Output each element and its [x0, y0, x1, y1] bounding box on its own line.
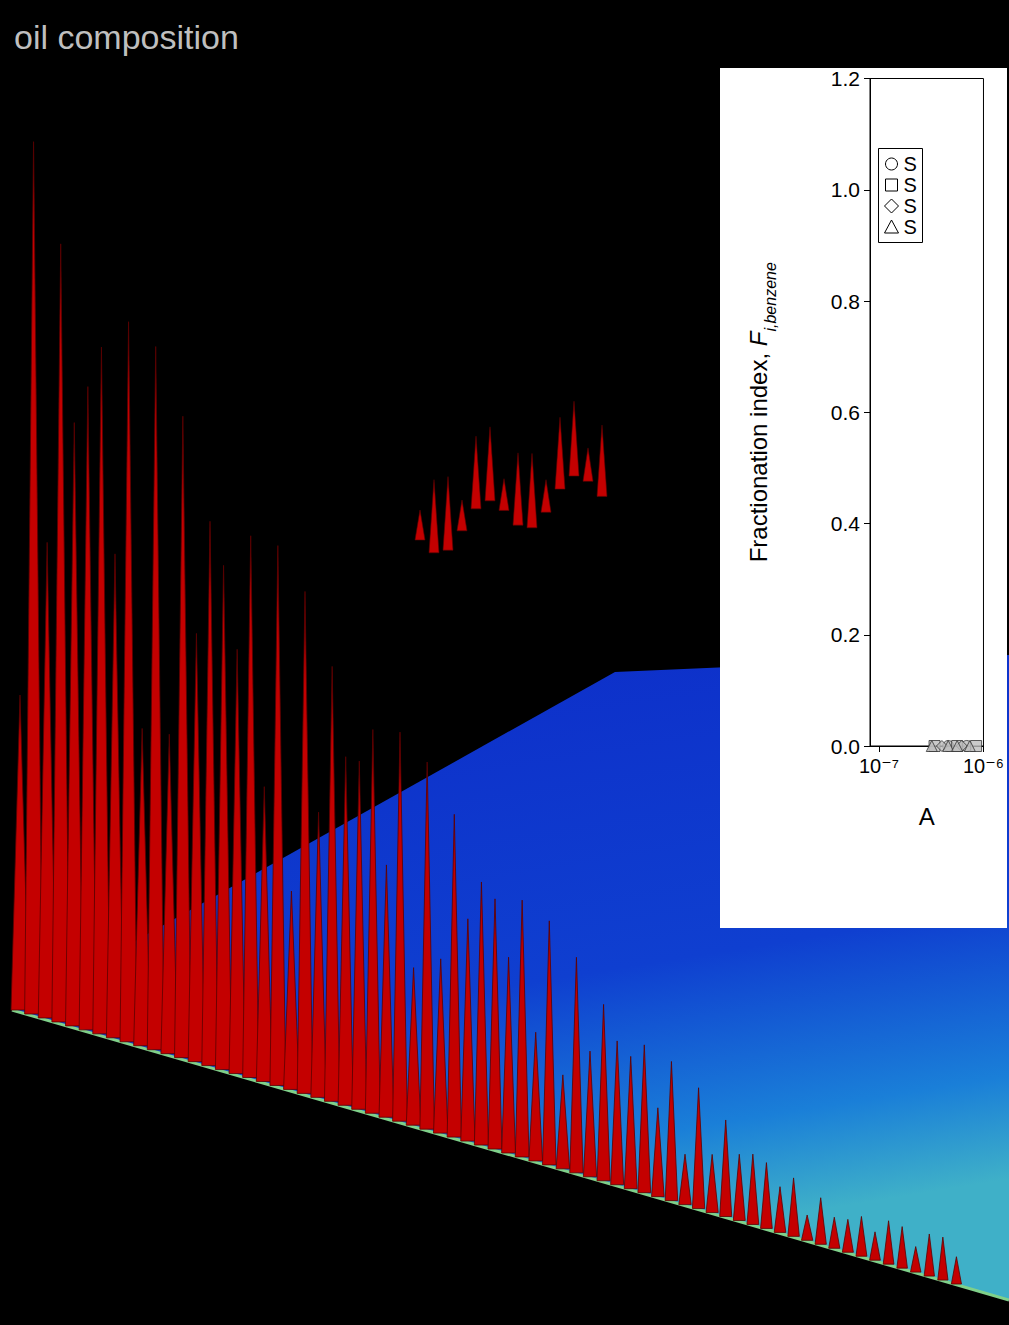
html-text:oil composition: oil composition: [14, 18, 239, 56]
svg-text:0.2: 0.2: [831, 623, 860, 646]
svg-text:A: A: [919, 803, 935, 830]
svg-text:F: F: [745, 330, 772, 346]
svg-text:0.6: 0.6: [831, 401, 860, 424]
svg-text:S: S: [904, 174, 917, 196]
svg-text:0.0: 0.0: [831, 735, 860, 758]
svg-text:1.0: 1.0: [831, 178, 860, 201]
svg-text:10⁻⁷: 10⁻⁷: [859, 755, 899, 777]
svg-text:0.8: 0.8: [831, 290, 860, 313]
svg-text:Fractionation index,: Fractionation index,: [745, 346, 772, 562]
svg-text:10⁻⁶: 10⁻⁶: [963, 755, 1004, 777]
svg-text:S: S: [904, 216, 917, 238]
svg-text:0.4: 0.4: [831, 512, 861, 535]
svg-text:S: S: [904, 153, 917, 175]
svg-text:1.2: 1.2: [831, 68, 860, 90]
svg-text:S: S: [904, 195, 917, 217]
svg-text:i,benzene: i,benzene: [762, 262, 779, 331]
